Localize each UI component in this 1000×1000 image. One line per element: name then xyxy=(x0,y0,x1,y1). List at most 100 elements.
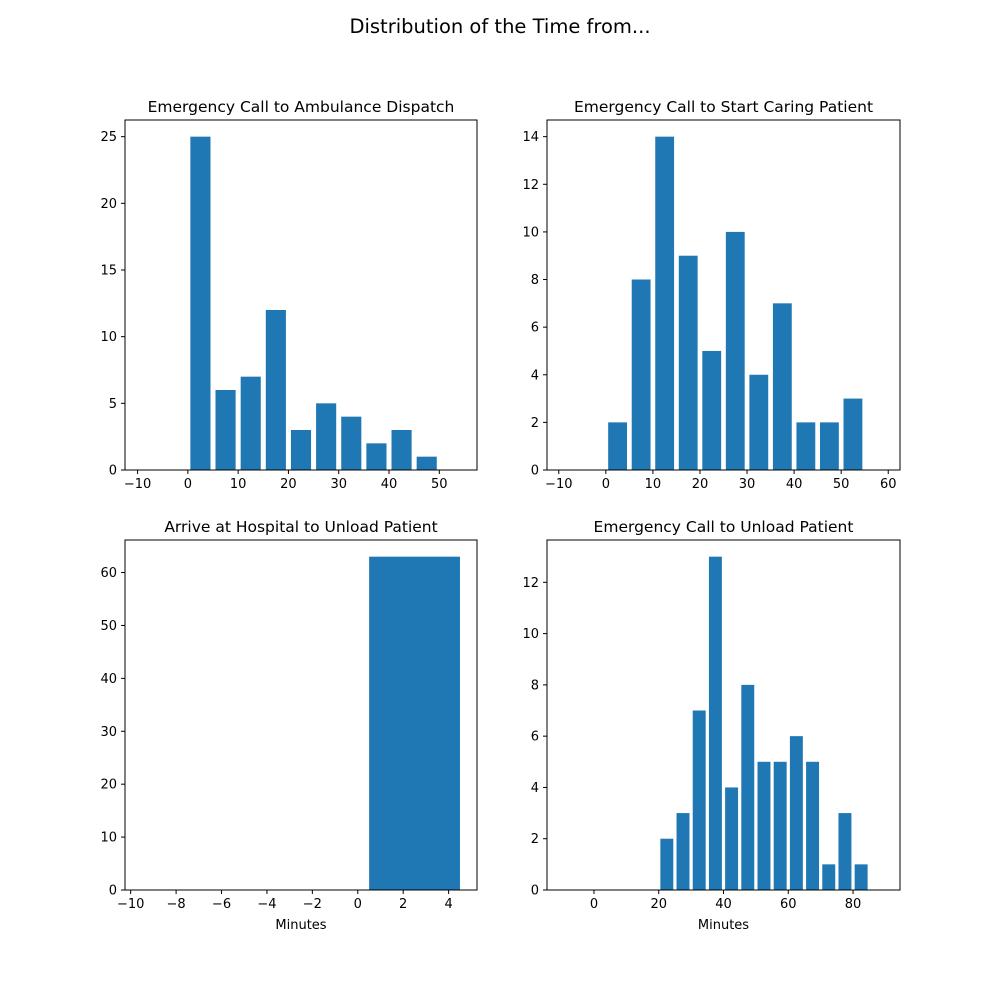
y-tick-label: 15 xyxy=(100,264,117,279)
bar xyxy=(692,710,706,890)
chart-panel-4: 0 20 40 60 80 0 2 4 6 8 10 12 Emergency Call to Unlo… xyxy=(522,518,901,933)
y-tick-label: 8 xyxy=(531,678,539,693)
x-tick-label: 0 xyxy=(590,897,598,912)
bar xyxy=(215,390,236,470)
bar xyxy=(819,422,839,470)
y-tick-label: 25 xyxy=(100,130,117,145)
x-tick-label: −10 xyxy=(117,897,144,912)
x-tick-label: 0 xyxy=(602,477,610,492)
x-tick-label: 60 xyxy=(880,477,897,492)
bar xyxy=(341,416,362,470)
chart-title: Emergency Call to Unload Patient xyxy=(594,518,854,536)
y-tick-label: 60 xyxy=(100,566,117,581)
figure-title: Distribution of the Time from... xyxy=(349,15,651,38)
bar xyxy=(725,787,739,890)
bar xyxy=(240,376,261,470)
bar xyxy=(676,813,690,890)
y-tick-label: 0 xyxy=(109,464,117,479)
y-tick-label: 0 xyxy=(109,884,117,899)
x-axis-label: Minutes xyxy=(698,918,749,933)
x-tick-label: 2 xyxy=(399,897,407,912)
y-tick-label: 10 xyxy=(100,330,117,345)
bar xyxy=(655,136,675,471)
bar xyxy=(725,231,745,470)
x-tick-label: 20 xyxy=(280,477,297,492)
x-tick-label: 50 xyxy=(431,477,448,492)
bar xyxy=(741,684,755,890)
y-tick-label: 2 xyxy=(531,832,539,847)
bar xyxy=(369,556,460,890)
bar xyxy=(796,422,816,470)
y-tick-label: 0 xyxy=(531,464,539,479)
y-tick-label: 10 xyxy=(522,627,539,642)
y-tick-label: 8 xyxy=(531,273,539,288)
y-tick-label: 6 xyxy=(531,321,539,336)
bar xyxy=(416,456,437,470)
bar xyxy=(290,430,312,470)
chart-panel-1: −10 0 10 20 30 40 50 0 5 10 15 20 25 Emergency Call t… xyxy=(100,98,478,492)
y-tick-label: 4 xyxy=(531,781,539,796)
bar xyxy=(772,303,792,470)
y-tick-label: 5 xyxy=(109,397,117,412)
x-tick-label: 40 xyxy=(786,477,803,492)
axes-frame xyxy=(124,539,478,891)
bar xyxy=(749,374,769,470)
y-tick-label: 0 xyxy=(531,884,539,899)
bar xyxy=(822,864,836,890)
y-tick-label: 40 xyxy=(100,672,117,687)
y-tick-label: 20 xyxy=(100,778,117,793)
bar xyxy=(838,813,852,890)
x-axis-label: Minutes xyxy=(275,918,326,933)
bar xyxy=(608,422,628,470)
axes-frame xyxy=(124,119,478,471)
x-tick-label: 80 xyxy=(845,897,862,912)
x-tick-label: 40 xyxy=(381,477,398,492)
x-tick-label: 10 xyxy=(645,477,662,492)
chart-title: Emergency Call to Start Caring Patient xyxy=(574,98,873,116)
bar xyxy=(190,136,211,471)
x-tick-label: 20 xyxy=(692,477,709,492)
x-tick-label: 30 xyxy=(330,477,347,492)
x-tick-label: 30 xyxy=(739,477,756,492)
y-tick-label: 30 xyxy=(100,725,117,740)
x-tick-label: −6 xyxy=(212,897,231,912)
y-tick-label: 12 xyxy=(522,178,539,193)
x-tick-label: 10 xyxy=(230,477,247,492)
bar xyxy=(843,398,863,470)
bar xyxy=(806,761,820,890)
x-tick-label: 60 xyxy=(780,897,797,912)
y-tick-label: 2 xyxy=(531,416,539,431)
bar xyxy=(854,864,868,890)
axes-frame xyxy=(546,119,901,471)
x-tick-label: −8 xyxy=(167,897,186,912)
y-tick-label: 20 xyxy=(100,197,117,212)
bar xyxy=(391,430,412,470)
bar xyxy=(789,736,803,890)
bar xyxy=(773,761,787,890)
bar xyxy=(708,556,722,890)
y-tick-label: 10 xyxy=(100,831,117,846)
chart-title: Arrive at Hospital to Unload Patient xyxy=(164,518,437,536)
y-tick-label: 4 xyxy=(531,368,539,383)
bar xyxy=(316,403,337,470)
y-tick-label: 6 xyxy=(531,730,539,745)
bar xyxy=(660,838,674,890)
x-tick-label: −2 xyxy=(303,897,322,912)
y-tick-label: 10 xyxy=(522,225,539,240)
x-tick-label: 0 xyxy=(184,477,192,492)
x-tick-label: −4 xyxy=(257,897,276,912)
x-tick-label: 0 xyxy=(354,897,362,912)
chart-title: Emergency Call to Ambulance Dispatch xyxy=(148,98,455,116)
bar xyxy=(631,279,651,470)
bar xyxy=(702,350,722,470)
y-tick-label: 50 xyxy=(100,619,117,634)
x-tick-label: 4 xyxy=(444,897,452,912)
x-tick-label: 40 xyxy=(715,897,732,912)
bar xyxy=(265,310,286,470)
chart-panel-2: −10 0 10 20 30 40 50 60 0 2 4 6 8 10 12 14 Emergency Cal… xyxy=(522,98,901,492)
x-tick-label: 20 xyxy=(650,897,667,912)
x-tick-label: 50 xyxy=(833,477,850,492)
bar xyxy=(366,443,387,470)
